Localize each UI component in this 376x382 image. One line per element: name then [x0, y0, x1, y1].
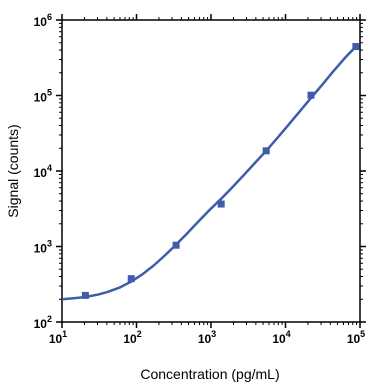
plot-frame: [61, 19, 361, 323]
data-point: [262, 147, 270, 155]
x-tick-label: 101: [49, 329, 67, 346]
data-point: [352, 43, 360, 51]
y-tick-label: 105: [34, 88, 52, 105]
x-tick-label: 104: [272, 329, 290, 346]
data-point: [172, 241, 180, 249]
y-tick-label: 103: [34, 239, 52, 256]
y-tick-label: 106: [34, 12, 52, 29]
x-axis-title: Concentration (pg/mL): [140, 366, 279, 382]
data-point: [127, 275, 135, 283]
fit-curve: [61, 45, 357, 301]
y-axis-title: Signal (counts): [5, 124, 21, 217]
data-point: [81, 291, 89, 299]
x-tick-label: 102: [123, 329, 141, 346]
x-tick-label: 105: [347, 329, 365, 346]
data-point: [307, 91, 315, 99]
data-point: [217, 200, 225, 208]
x-tick-label: 103: [198, 329, 216, 346]
y-tick-label: 104: [34, 163, 52, 180]
y-tick-label: 102: [34, 314, 52, 331]
